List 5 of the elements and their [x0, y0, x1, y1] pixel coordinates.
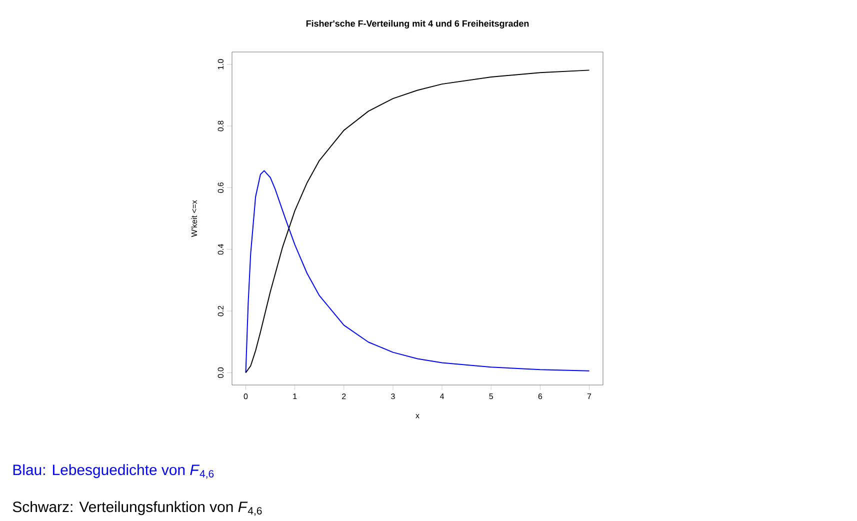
text: Blau: Lebesguedichte von F$_{4,6}$: [13, 464, 214, 479]
line-series: [245, 170, 590, 374]
text: Schwarz: Verteilungsfunktion von F$_{4,6}$: [12, 501, 262, 516]
chart-title: Fisher'sche F-Verteilung mit 4 und 6 Freiheitsgraden: [306, 20, 529, 29]
line-series: [245, 70, 590, 374]
